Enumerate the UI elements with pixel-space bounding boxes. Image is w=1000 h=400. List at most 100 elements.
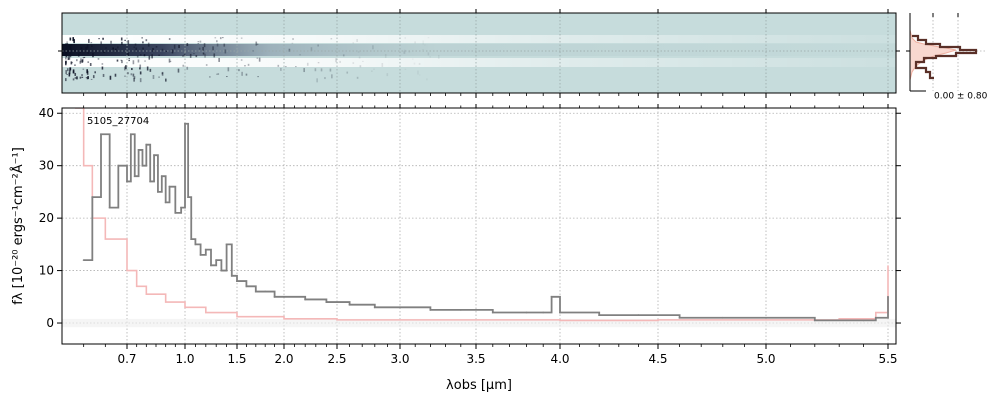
spectrum-2d-pixel — [127, 72, 129, 75]
spectrum-2d-pixel — [240, 37, 243, 39]
spectrum-2d-pixel — [437, 54, 440, 59]
spectrum-2d-pixel — [120, 59, 123, 61]
spectrum-2d-pixel — [90, 78, 93, 80]
spectrum-2d-pixel — [152, 48, 154, 53]
spectrum-2d-pixel — [70, 61, 73, 65]
spectrum-2d-white-band-upper — [62, 35, 896, 43]
spectrum-2d-white-band-lower — [62, 58, 896, 67]
flux-data-point — [210, 264, 212, 267]
spectrum-2d-pixel — [372, 45, 374, 50]
flux-data-point — [429, 309, 432, 311]
spectrum-2d-pixel — [317, 62, 320, 64]
spectrum-2d-pixel — [65, 51, 67, 55]
spectrum-2d-pixel — [417, 70, 419, 75]
flux-data-point — [174, 211, 177, 214]
spectrum-2d-pixel — [66, 68, 69, 72]
spectrum-2d-pixel — [130, 73, 133, 76]
spectrum-2d-pixel — [164, 78, 167, 82]
profile-data-curve — [912, 34, 978, 80]
flux-data-point — [283, 295, 285, 298]
spectrum-2d-pixel — [135, 47, 138, 52]
spectrum-2d-pixel — [69, 53, 72, 58]
spectrum-2d-pixel — [205, 64, 208, 66]
spectrum-2d-pixel — [429, 56, 431, 58]
flux-series-line — [83, 122, 889, 322]
spectrum-2d-pixel — [152, 75, 155, 80]
object-label: 5105_27704 — [87, 116, 149, 127]
spectrum-2d-pixel — [123, 66, 126, 71]
spectrum-2d-pixel — [137, 59, 140, 63]
spectrum-2d-pixel — [94, 71, 96, 74]
spectrum-2d-pixel — [81, 59, 84, 63]
spectrum-2d-pixel — [69, 47, 72, 51]
spectrum-2d-pixel — [346, 71, 349, 74]
zero-band — [62, 318, 896, 328]
flux-data-point — [126, 180, 128, 183]
spectrum-2d-pixel — [134, 43, 137, 46]
spectrum-2d-pixel — [214, 37, 217, 39]
spectrum-2d-pixel — [69, 67, 72, 71]
spectrum-2d-pixel — [258, 57, 261, 62]
flux-data-point — [129, 133, 132, 136]
spectrum-2d-pixel — [223, 43, 226, 47]
spectrum-2d-pixel — [102, 73, 105, 77]
spectrum-2d-pixel — [132, 73, 135, 77]
spectrum-2d-pixel — [105, 47, 107, 49]
spectrum-2d-pixel — [92, 75, 95, 79]
spectrum-2d-pixel — [177, 68, 180, 73]
spectrum-2d-pixel — [426, 78, 428, 81]
spectrum-2d-pixel — [183, 54, 186, 57]
flux-data-point — [765, 316, 767, 319]
spectrum-2d-pixel — [74, 49, 77, 51]
spectrum-2d-pixel — [143, 54, 146, 57]
spectrum-2d-pixel — [404, 37, 407, 40]
spectrum-2d-pixel — [165, 50, 168, 52]
spectrum-2d-pixel — [120, 37, 123, 41]
spectrum-2d-pixel — [86, 77, 89, 80]
spectrum-2d-pixel — [74, 72, 77, 76]
spectrum-2d-pixel — [155, 46, 158, 48]
flux-data-point — [721, 316, 724, 319]
spectrum-2d-trace-pixels — [65, 37, 440, 83]
spectrum-2d-pixel — [77, 53, 80, 57]
spectrum-1d-plot: 0.7 1.0 1.5 2.0 2.5 3.0 3.5 4.0 4.5 5.0 5.5 0 10 20 3… — [10, 104, 901, 393]
flux-data-point — [550, 295, 553, 298]
spectrum-2d-pixel — [227, 67, 230, 72]
flux-data-point — [187, 196, 190, 199]
spectrum-2d-pixel — [67, 56, 70, 61]
spectrum-2d-pixel — [82, 57, 85, 59]
flux-data-point — [204, 248, 207, 251]
flux-data-point — [230, 274, 233, 277]
y-tick-label: 20 — [39, 211, 54, 225]
spectrum-2d-pixel — [101, 66, 104, 70]
spectrum-2d-pixel — [247, 63, 250, 66]
spectrum-2d-pixel — [146, 66, 149, 71]
spectrum-2d-pixel — [65, 43, 67, 47]
spectrum-2d-pixel — [147, 42, 150, 47]
spectrum-2d-pixel — [128, 58, 131, 60]
spectrum-2d-pixel — [310, 47, 313, 52]
spectrum-2d-pixel — [256, 43, 259, 45]
spectrum-2d-pixel — [295, 66, 297, 68]
spectrum-2d-pixel — [161, 48, 164, 51]
flux-data-point — [100, 133, 102, 136]
spectrum-2d-pixel — [68, 72, 71, 77]
spectrum-2d-pixel — [255, 41, 258, 46]
spectrum-2d-pixel — [133, 46, 136, 48]
x-axis-label: λobs [μm] — [446, 378, 512, 393]
spectrum-2d-pixel — [359, 65, 362, 68]
spectrum-2d-pixel — [330, 38, 333, 40]
spectrum-2d-pixel — [216, 43, 219, 47]
spectrum-2d-pixel — [103, 51, 105, 53]
spectrum-2d-pixel — [256, 57, 259, 59]
spectrum-2d-pixel — [285, 66, 287, 68]
spectrum-2d-panel — [58, 9, 900, 98]
spectrum-2d-pixel — [114, 48, 117, 50]
spectrum-2d-pixel — [168, 38, 171, 41]
flux-data-point — [164, 201, 167, 204]
spectrum-2d-pixel — [97, 58, 100, 60]
x-tick-label: 5.5 — [878, 352, 897, 366]
x-tick-label: 3.5 — [466, 352, 485, 366]
spectrum-2d-pixel — [358, 56, 361, 59]
spectrum-2d-pixel — [124, 75, 126, 77]
